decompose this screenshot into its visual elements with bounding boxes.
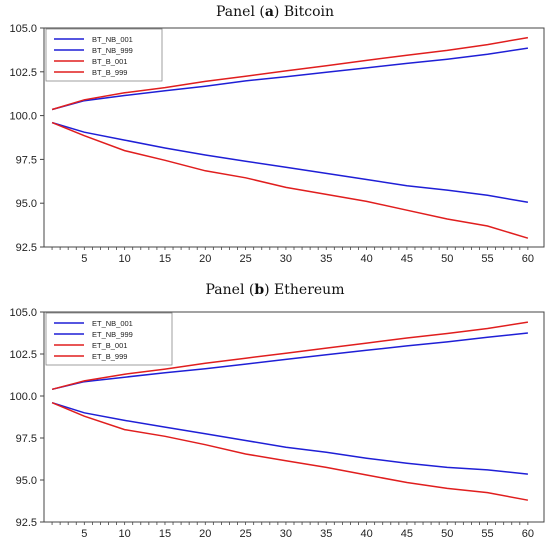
panel-b-legend-entry: ET_NB_001 <box>92 319 133 328</box>
panel-b-xtick-label: 5 <box>81 528 87 540</box>
panel-b-xtick-label: 50 <box>441 528 453 540</box>
panel-b-title-suffix: ) Ethereum <box>264 282 345 298</box>
panel-b-ytick-label: 95.0 <box>16 475 37 487</box>
panel-a-series-line-bt-b-999 <box>51 121 529 239</box>
panel-b-xtick-label: 35 <box>320 528 332 540</box>
panel-b-ytick-label: 97.5 <box>16 433 37 445</box>
panel-b-xtick-label: 20 <box>199 528 211 540</box>
panel-a-ytick-label: 92.5 <box>16 242 37 254</box>
panel-a-xtick-label: 25 <box>239 253 251 265</box>
panel-b-ytick-label: 102.5 <box>9 349 37 361</box>
panel-a-xtick-label: 30 <box>280 253 292 265</box>
panel-a-title-prefix: Panel ( <box>216 4 265 20</box>
panel-a-ytick-label: 95.0 <box>16 198 37 210</box>
panel-a-ytick-label: 102.5 <box>9 67 37 79</box>
panel-b-series-line-et-nb-999 <box>51 401 528 475</box>
panel-a-xtick-label: 15 <box>159 253 171 265</box>
panel-a-title-letter: a <box>264 4 274 20</box>
panel-a-legend-entry: BT_NB_999 <box>92 46 133 55</box>
panel-b-xtick-label: 55 <box>481 528 493 540</box>
panel-b-legend-entry: ET_NB_999 <box>92 330 133 339</box>
panel-b-xtick-label: 10 <box>119 528 131 540</box>
panel-a-ytick-label: 100.0 <box>9 111 37 123</box>
panel-b-xtick-label: 45 <box>401 528 413 540</box>
panel-a-xtick-label: 40 <box>360 253 372 265</box>
panel-b-title: Panel (b) Ethereum <box>0 282 550 298</box>
panel-b-title-prefix: Panel ( <box>205 282 255 298</box>
panel-b-series-line-et-b-999 <box>51 402 529 501</box>
panel-b-xtick-label: 25 <box>239 528 251 540</box>
panel-a-xtick-label: 5 <box>81 253 87 265</box>
panel-a-series-line-bt-nb-001 <box>51 47 529 111</box>
panel-a-chart: 92.5 95.0 97.5 100.0 102.5 105.0 5 10 15 20 25 30 35… <box>9 23 545 265</box>
panel-b-ytick-label: 105.0 <box>9 307 37 319</box>
panel-a-ytick-label: 97.5 <box>16 154 37 166</box>
panel-b-xtick-label: 40 <box>360 528 372 540</box>
panel-a-legend-entry: BT_B_001 <box>92 57 127 66</box>
panel-a-xtick-label: 55 <box>481 253 493 265</box>
panel-a-xtick-label: 45 <box>401 253 413 265</box>
panel-a-series-line-bt-nb-999 <box>51 121 529 204</box>
panel-a-xtick-label: 60 <box>522 253 534 265</box>
panel-b-series-line-et-b-001 <box>51 321 529 391</box>
panel-a-legend-entry: BT_NB_001 <box>92 35 133 44</box>
panel-b-chart: 92.5 95.0 97.5 100.0 102.5 105.0 5 10 15 20 25 30 35… <box>9 307 545 540</box>
panel-a-xtick-label: 20 <box>199 253 211 265</box>
panel-b-title-letter: b <box>254 282 265 298</box>
panel-a-title-suffix: ) Bitcoin <box>273 4 334 20</box>
panel-a-legend-entry: BT_B_999 <box>92 68 127 77</box>
panel-b-ytick-label: 92.5 <box>16 517 37 529</box>
panel-a-xtick-label: 35 <box>320 253 332 265</box>
panel-a-xtick-label: 10 <box>119 253 131 265</box>
panel-b-legend-entry: ET_B_999 <box>92 352 127 361</box>
panel-b-xtick-label: 15 <box>159 528 171 540</box>
panel-b-legend-entry: ET_B_001 <box>92 341 127 350</box>
panel-a-ytick-label: 105.0 <box>9 23 37 35</box>
panel-b-ytick-label: 100.0 <box>9 391 37 403</box>
panel-a-title: Panel (a) Bitcoin <box>0 4 550 20</box>
panel-b-series-line-et-nb-001 <box>51 332 528 391</box>
panel-a-series-line-bt-b-001 <box>51 36 529 111</box>
panel-a-xtick-label: 50 <box>441 253 453 265</box>
panel-b-xtick-label: 30 <box>280 528 292 540</box>
panel-b-xtick-label: 60 <box>522 528 534 540</box>
